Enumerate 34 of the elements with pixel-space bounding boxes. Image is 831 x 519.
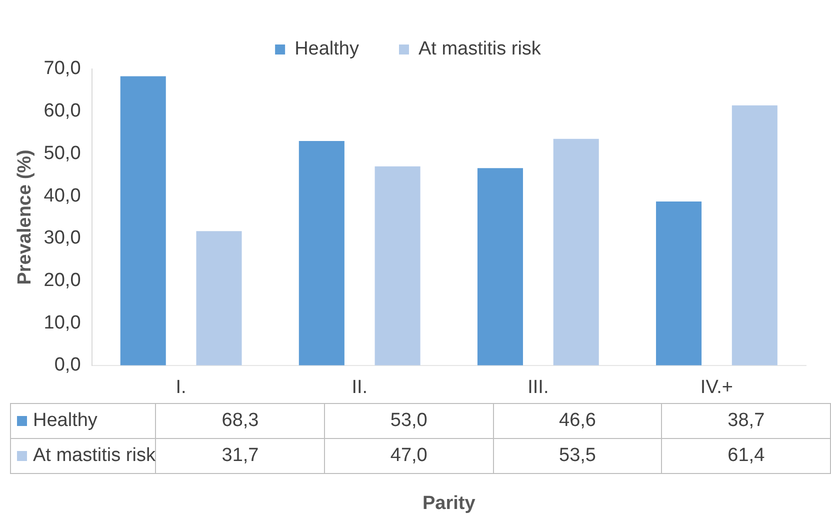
bar bbox=[196, 231, 242, 366]
legend-label: Healthy bbox=[294, 38, 360, 60]
y-tick-label: 30,0 bbox=[44, 228, 81, 249]
x-tick-label: III. bbox=[528, 377, 549, 398]
x-axis-title: Parity bbox=[422, 492, 476, 514]
data-label: 46,6 bbox=[493, 404, 662, 439]
y-tick-label: 40,0 bbox=[44, 185, 81, 206]
x-tick-label: IV.+ bbox=[700, 377, 734, 398]
x-tick-label: II. bbox=[352, 377, 368, 398]
legend-label: At mastitis risk bbox=[418, 38, 542, 60]
bar bbox=[298, 140, 344, 366]
y-axis-title: Prevalence (%) bbox=[14, 150, 36, 285]
bar bbox=[120, 76, 166, 366]
bar bbox=[477, 168, 523, 366]
y-tick-label: 0,0 bbox=[54, 354, 81, 376]
y-tick-label: 20,0 bbox=[44, 270, 81, 291]
y-tick-label: 60,0 bbox=[44, 100, 81, 122]
data-label: 31,7 bbox=[156, 438, 325, 474]
data-label: 53,5 bbox=[493, 438, 662, 474]
bar bbox=[732, 105, 778, 366]
data-label: 61,4 bbox=[662, 438, 830, 474]
bar bbox=[374, 166, 420, 366]
data-label: 53,0 bbox=[324, 404, 494, 439]
data-label: 68,3 bbox=[156, 404, 325, 439]
bar bbox=[656, 202, 702, 366]
y-tick-label: 70,0 bbox=[44, 58, 81, 80]
y-tick-label: 50,0 bbox=[44, 142, 81, 164]
text: Healthy bbox=[33, 410, 98, 432]
y-tick-label: 10,0 bbox=[44, 312, 81, 334]
bar bbox=[553, 138, 599, 366]
data-label: 47,0 bbox=[324, 438, 494, 474]
text: At mastitis risk bbox=[33, 445, 156, 466]
x-tick-label: I. bbox=[176, 377, 186, 398]
data-label: 38,7 bbox=[662, 404, 830, 439]
